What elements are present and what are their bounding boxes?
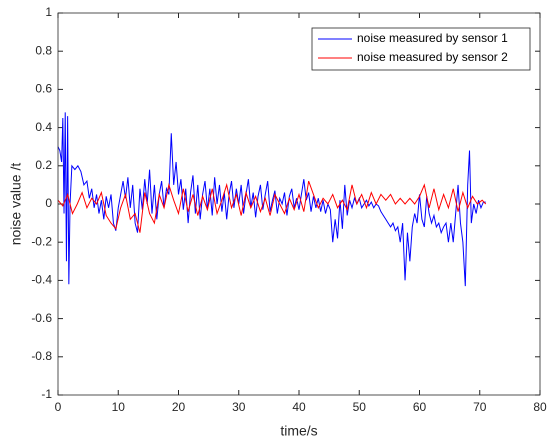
x-tick-label: 10 bbox=[112, 400, 126, 414]
data-line bbox=[57, 112, 486, 287]
x-tick-label: 40 bbox=[292, 400, 306, 414]
x-tick-label: 20 bbox=[172, 400, 186, 414]
legend-label: noise measured by sensor 1 bbox=[357, 31, 508, 45]
legend-label: noise measured by sensor 2 bbox=[357, 50, 508, 64]
legend-box bbox=[311, 27, 531, 71]
y-tick-label: -0.2 bbox=[31, 234, 52, 248]
y-tick-label: 0.2 bbox=[35, 158, 52, 172]
x-tick-label: 60 bbox=[413, 400, 427, 414]
x-tick-label: 50 bbox=[353, 400, 367, 414]
x-tick-label: 30 bbox=[232, 400, 246, 414]
x-tick-label: 80 bbox=[533, 400, 547, 414]
y-tick-label: -0.4 bbox=[31, 273, 52, 287]
y-tick-label: -0.8 bbox=[31, 349, 52, 363]
data-line bbox=[57, 180, 487, 233]
y-axis-label: noise value /t bbox=[8, 163, 24, 246]
x-tick-label: 70 bbox=[473, 400, 487, 414]
y-tick-label: -0.6 bbox=[31, 311, 52, 325]
y-tick-label: 0 bbox=[45, 196, 52, 210]
y-tick-label: -1 bbox=[41, 387, 52, 401]
y-tick-label: 0.8 bbox=[35, 43, 52, 57]
y-tick-label: 0.6 bbox=[35, 82, 52, 96]
y-tick-label: 0.4 bbox=[35, 120, 52, 134]
y-tick-label: 1 bbox=[45, 5, 52, 19]
plot-frame bbox=[57, 12, 541, 396]
x-axis-label: time/s bbox=[280, 423, 317, 439]
x-tick-label: 0 bbox=[55, 400, 62, 414]
